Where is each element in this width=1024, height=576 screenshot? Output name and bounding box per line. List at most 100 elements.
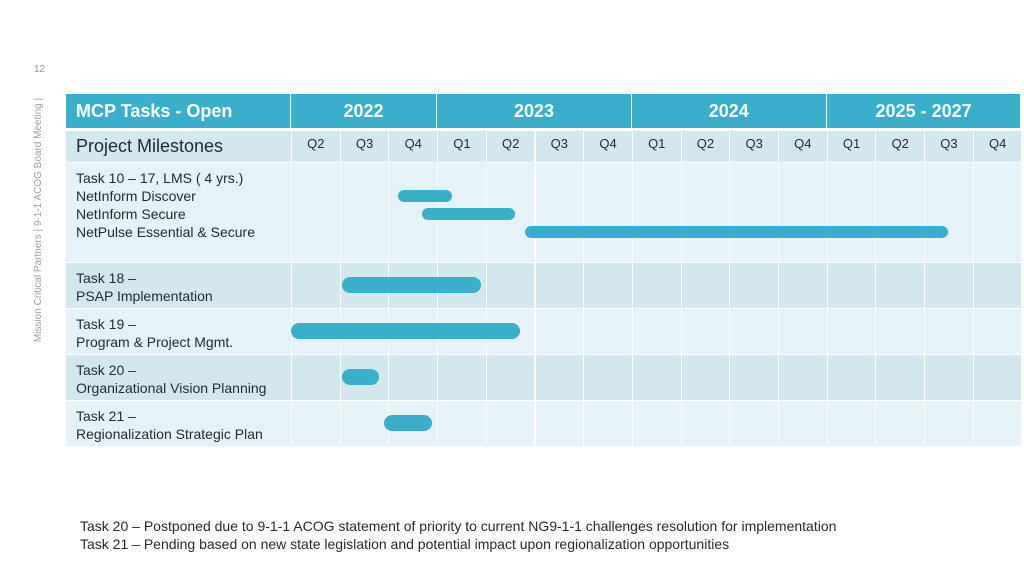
- quarter-header: Q4: [388, 128, 438, 162]
- quarter-header: Q3: [534, 128, 584, 162]
- grid-cell: [729, 308, 778, 354]
- gantt-bar: [398, 190, 452, 202]
- grid-cell: [924, 400, 973, 446]
- grid-cell: [729, 354, 778, 400]
- grid-cell: [875, 162, 925, 262]
- grid-cell: [291, 354, 340, 400]
- grid-cell: [485, 354, 535, 400]
- grid-cell: [583, 262, 632, 308]
- header-title: MCP Tasks - Open: [66, 94, 291, 128]
- page-number: 12: [34, 64, 46, 75]
- grid-cell: [680, 162, 730, 262]
- quarter-header: Q2: [680, 128, 730, 162]
- grid-cell: [924, 308, 973, 354]
- quarter-header: Q2: [485, 128, 535, 162]
- grid-cell: [291, 162, 340, 262]
- year-header: 2024: [631, 94, 827, 128]
- grid-cell: [631, 354, 681, 400]
- quarter-header: Q1: [826, 128, 876, 162]
- grid-cell: [291, 400, 340, 446]
- quarter-header: Q3: [339, 128, 389, 162]
- task-label: Task 21 – Regionalization Strategic Plan: [66, 400, 291, 446]
- grid-cell: [388, 354, 438, 400]
- grid-cell: [924, 162, 973, 262]
- grid-cell: [291, 262, 340, 308]
- grid-cell: [339, 162, 389, 262]
- grid-cell: [826, 162, 876, 262]
- grid-cell: [778, 308, 827, 354]
- grid-cell: [680, 400, 730, 446]
- grid-cell: [534, 308, 584, 354]
- quarter-header: Q3: [924, 128, 973, 162]
- year-header: 2025 - 2027: [826, 94, 1022, 128]
- grid-cell: [826, 400, 876, 446]
- quarter-header: Q1: [631, 128, 681, 162]
- grid-cell: [631, 308, 681, 354]
- grid-cell: [826, 262, 876, 308]
- quarter-header: Q1: [437, 128, 486, 162]
- year-header: 2022: [291, 94, 438, 128]
- grid-cell: [534, 262, 584, 308]
- gantt-bar: [342, 369, 379, 385]
- grid-cell: [583, 354, 632, 400]
- grid-cell: [534, 162, 584, 262]
- grid-cell: [583, 162, 632, 262]
- quarter-header: Q4: [583, 128, 632, 162]
- grid-cell: [875, 262, 925, 308]
- quarter-header: Q2: [875, 128, 925, 162]
- gantt-bar: [422, 208, 515, 220]
- grid-cell: [875, 354, 925, 400]
- task-label: Task 20 – Organizational Vision Planning: [66, 354, 291, 400]
- grid-cell: [875, 308, 925, 354]
- grid-cell: [583, 400, 632, 446]
- footnote-task-20: Task 20 – Postponed due to 9-1-1 ACOG st…: [80, 518, 837, 534]
- grid-cell: [924, 354, 973, 400]
- task-label: Task 18 – PSAP Implementation: [66, 262, 291, 308]
- gantt-bar: [524, 226, 949, 238]
- grid-cell: [778, 400, 827, 446]
- grid-cell: [680, 262, 730, 308]
- grid-cell: [778, 262, 827, 308]
- task-label: Task 19 – Program & Project Mgmt.: [66, 308, 291, 354]
- grid-cell: [972, 308, 1022, 354]
- quarter-header: Q3: [729, 128, 778, 162]
- grid-cell: [631, 262, 681, 308]
- grid-cell: [826, 354, 876, 400]
- grid-cell: [972, 162, 1022, 262]
- quarter-header: Q4: [972, 128, 1022, 162]
- subheader-title: Project Milestones: [66, 128, 291, 162]
- grid-cell: [729, 262, 778, 308]
- grid-cell: [583, 308, 632, 354]
- grid-cell: [534, 400, 584, 446]
- quarter-header: Q4: [778, 128, 827, 162]
- grid-cell: [339, 400, 389, 446]
- grid-cell: [729, 162, 778, 262]
- grid-cell: [972, 400, 1022, 446]
- footnote-task-21: Task 21 – Pending based on new state leg…: [80, 536, 730, 552]
- grid-cell: [972, 354, 1022, 400]
- grid-cell: [875, 400, 925, 446]
- gantt-bar: [383, 415, 433, 431]
- grid-cell: [437, 400, 486, 446]
- grid-cell: [729, 400, 778, 446]
- grid-cell: [778, 162, 827, 262]
- gantt-bar: [291, 323, 520, 339]
- grid-cell: [680, 308, 730, 354]
- grid-cell: [778, 354, 827, 400]
- grid-cell: [485, 400, 535, 446]
- grid-cell: [924, 262, 973, 308]
- grid-cell: [534, 354, 584, 400]
- side-caption: Mission Critical Partners | 9-1-1 ACOG B…: [33, 97, 44, 343]
- grid-cell: [972, 262, 1022, 308]
- grid-cell: [826, 308, 876, 354]
- grid-cell: [485, 262, 535, 308]
- gantt-chart: MCP Tasks - Open 2022 Q2 Q3 Q4 2023 Q1 Q2 Q3 Q4 20…: [66, 94, 1022, 452]
- quarter-header: Q2: [291, 128, 340, 162]
- grid-cell: [631, 162, 681, 262]
- year-header: 2023: [437, 94, 632, 128]
- grid-cell: [437, 354, 486, 400]
- grid-cell: [631, 400, 681, 446]
- grid-cell: [680, 354, 730, 400]
- task-label: Task 10 – 17, LMS ( 4 yrs.) NetInform Di…: [66, 162, 291, 262]
- gantt-bar: [342, 277, 481, 293]
